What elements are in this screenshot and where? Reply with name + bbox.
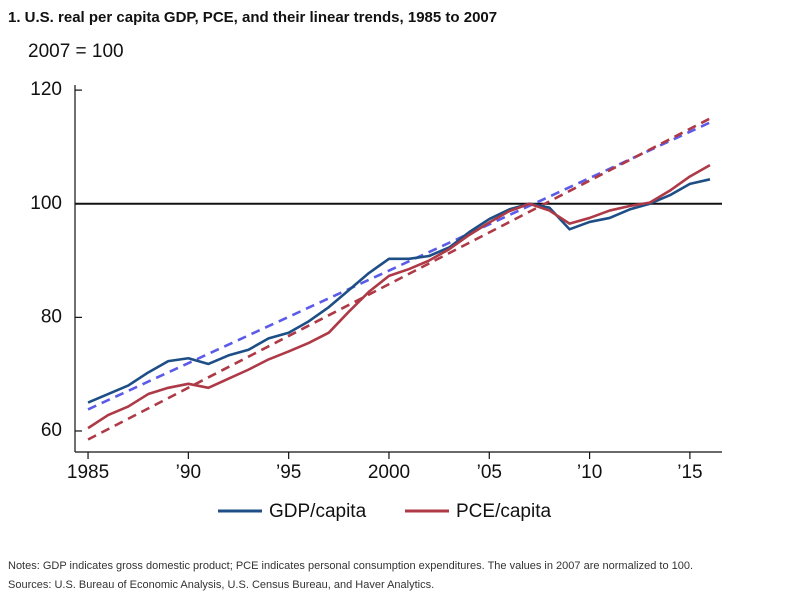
x-tick-label: ’95 [276, 462, 301, 483]
trend-line [87, 117, 711, 441]
y-tick-label: 60 [41, 420, 62, 441]
x-tick-label: 1985 [67, 462, 109, 483]
x-tick-label: ’90 [176, 462, 201, 483]
y-tick-label: 80 [41, 306, 62, 327]
y-tick-label: 120 [30, 79, 62, 100]
legend-label: PCE/capita [456, 501, 551, 522]
x-tick-label: 2000 [368, 462, 410, 483]
trend-line [87, 121, 711, 411]
chart-title: 1. U.S. real per capita GDP, PCE, and th… [8, 9, 497, 26]
series-line [87, 163, 711, 430]
source: Sources: U.S. Bureau of Economic Analysi… [8, 579, 434, 591]
x-tick-label: ’05 [477, 462, 502, 483]
x-tick-label: ’10 [577, 462, 602, 483]
series-line [87, 178, 711, 404]
legend-label: GDP/capita [269, 501, 367, 522]
note: Notes: GDP indicates gross domestic prod… [8, 560, 693, 572]
chart-subtitle: 2007 = 100 [28, 41, 124, 62]
y-tick-label: 100 [30, 193, 62, 214]
x-tick-label: ’15 [677, 462, 702, 483]
